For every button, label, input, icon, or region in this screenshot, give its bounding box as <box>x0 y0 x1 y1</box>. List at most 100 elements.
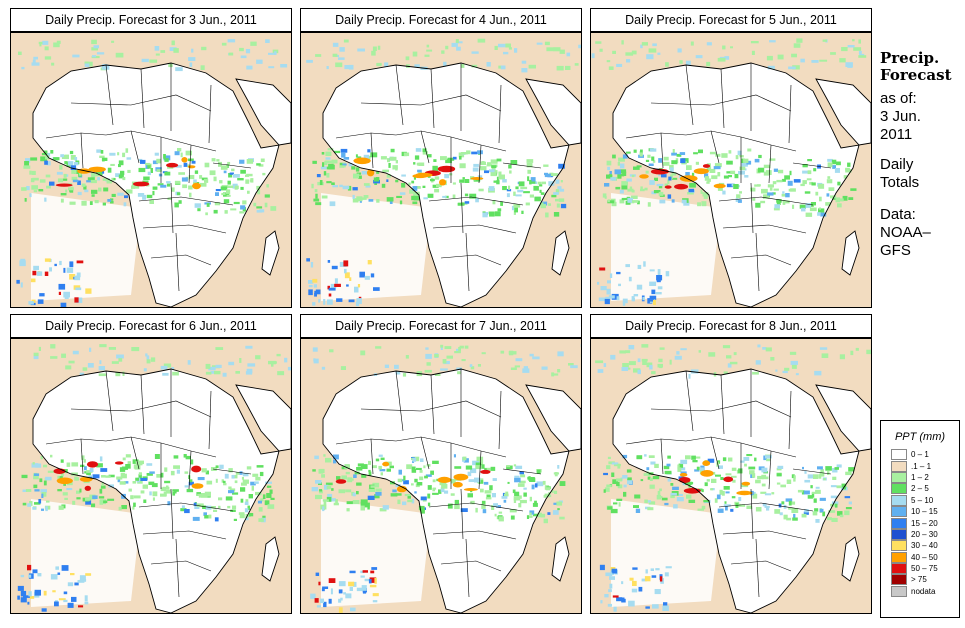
rain-cell <box>113 177 116 181</box>
rain-cell <box>24 161 29 166</box>
rain-cell <box>134 185 140 189</box>
rain-cell <box>147 171 151 176</box>
rain-cell <box>740 460 745 463</box>
rain-cell <box>327 260 331 263</box>
rain-cell <box>823 478 826 481</box>
rain-cell <box>352 500 360 505</box>
rain-cell <box>626 59 631 63</box>
rain-cell <box>141 58 149 63</box>
rain-cell <box>360 350 366 356</box>
rain-cell <box>707 458 715 463</box>
rain-cell <box>503 499 507 503</box>
rain-cell <box>546 47 554 52</box>
rain-cell <box>411 180 415 184</box>
rain-cell <box>43 480 47 486</box>
rain-cell <box>264 500 270 506</box>
rain-cell <box>725 473 732 476</box>
rain-cell <box>844 510 850 516</box>
rain-cell <box>235 371 240 374</box>
legend-title: PPT (mm) <box>894 431 946 443</box>
rain-cell <box>52 590 56 593</box>
rain-cell <box>150 168 153 173</box>
rain-cell <box>334 278 338 284</box>
rain-cell <box>356 196 363 202</box>
rain-cell <box>411 498 415 504</box>
rain-cell <box>314 293 317 297</box>
rain-cell <box>532 356 540 360</box>
rain-cell <box>420 458 424 462</box>
rain-cell <box>50 344 56 349</box>
rain-cell <box>306 59 313 63</box>
rain-cell <box>509 350 514 356</box>
rain-cell <box>164 158 169 162</box>
rain-cell <box>776 473 782 477</box>
rain-cell <box>722 190 726 195</box>
dry-ocean-area <box>611 499 721 607</box>
rain-cell <box>520 186 528 190</box>
rain-cell <box>640 479 644 482</box>
rain-cell <box>259 471 264 477</box>
rain-cell <box>644 499 648 504</box>
rain-cell <box>22 489 28 492</box>
rain-cell <box>656 275 663 281</box>
rain-cell <box>500 65 506 70</box>
rain-cell <box>76 497 81 500</box>
forecast-panel: Daily Precip. Forecast for 7 Jun., 2011 <box>300 314 582 614</box>
rain-cell <box>432 487 436 492</box>
rain-cell <box>629 577 634 581</box>
rain-cell <box>231 168 235 172</box>
rain-cell <box>403 480 409 485</box>
rain-cell <box>174 202 179 208</box>
rain-cell <box>208 366 216 371</box>
rain-cell <box>38 346 41 351</box>
rain-cell <box>654 463 659 468</box>
heavy-rain-cell <box>181 157 188 163</box>
rain-cell <box>335 499 338 504</box>
forecast-panel: Daily Precip. Forecast for 3 Jun., 2011 <box>10 8 292 308</box>
rain-cell <box>58 476 63 480</box>
rain-cell <box>691 455 696 460</box>
rain-cell <box>318 581 321 586</box>
rain-cell <box>72 54 80 58</box>
rain-cell <box>845 507 852 510</box>
rain-cell <box>319 489 322 492</box>
rain-cell <box>60 198 64 203</box>
rain-cell <box>755 202 761 208</box>
rain-cell <box>737 199 742 203</box>
rain-cell <box>132 506 135 510</box>
rain-cell <box>44 197 47 202</box>
rain-cell <box>316 174 321 178</box>
rain-cell <box>632 567 638 570</box>
rain-cell <box>229 172 234 175</box>
country-border <box>478 144 482 184</box>
country-border <box>70 400 212 418</box>
rain-cell <box>185 150 192 156</box>
rain-cell <box>357 463 364 467</box>
rain-cell <box>64 497 68 500</box>
rain-cell <box>765 347 772 352</box>
rain-cell <box>661 497 668 501</box>
rain-cell <box>160 487 166 492</box>
rain-cell <box>92 55 97 58</box>
rain-cell <box>230 208 237 211</box>
africa-precip-map <box>591 339 871 613</box>
rain-band <box>311 148 567 218</box>
rain-cell <box>477 150 483 155</box>
legend-label: 0 – 1 <box>911 450 929 460</box>
rain-cell <box>427 154 432 158</box>
rain-cell <box>633 166 640 170</box>
rain-cell <box>372 46 377 51</box>
rain-cell <box>118 506 122 511</box>
rain-cell <box>617 174 622 179</box>
rain-cell <box>27 503 32 507</box>
country-border <box>718 502 814 512</box>
rain-cell <box>338 589 343 594</box>
rain-cell <box>498 516 504 522</box>
rain-cell <box>133 502 136 507</box>
rain-cell <box>627 477 632 482</box>
rain-cell <box>766 506 770 511</box>
rain-cell <box>362 570 368 573</box>
rain-cell <box>560 180 563 183</box>
rain-cell <box>443 61 447 66</box>
rain-cell <box>349 586 353 591</box>
